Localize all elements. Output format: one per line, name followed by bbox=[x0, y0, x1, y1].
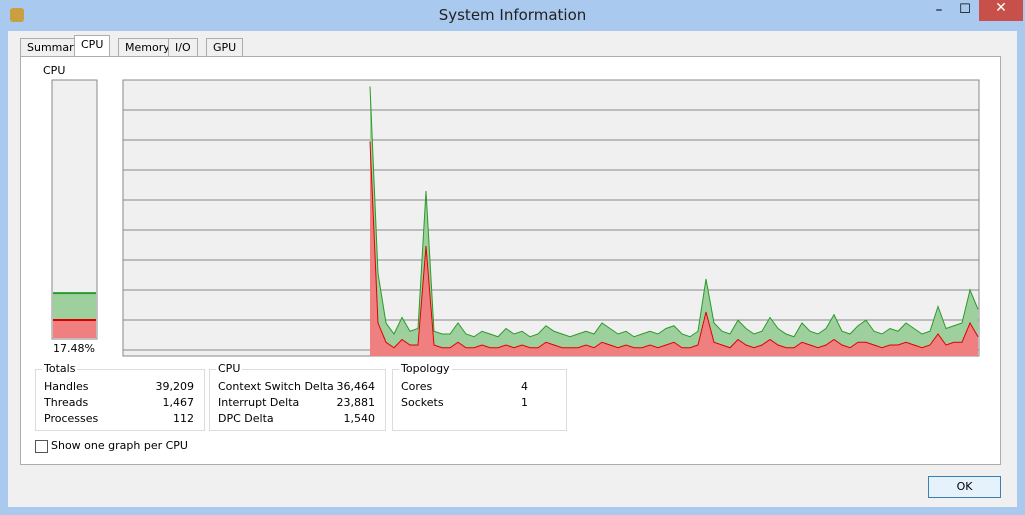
kernel-line bbox=[369, 141, 979, 349]
row-label: Handles bbox=[44, 380, 89, 393]
tab[interactable]: GPU bbox=[206, 38, 244, 56]
group-title: Topology bbox=[399, 362, 452, 375]
app-icon bbox=[10, 8, 24, 22]
row-value: 1,540 bbox=[343, 412, 376, 425]
meter-kernel bbox=[53, 320, 96, 338]
row-value: 4 bbox=[521, 380, 528, 393]
row-label: Threads bbox=[44, 396, 89, 409]
group-title: Totals bbox=[42, 362, 78, 375]
ok-button[interactable]: OK bbox=[928, 476, 1001, 498]
row-value: 1 bbox=[521, 396, 528, 409]
row-label: Context Switch Delta bbox=[218, 380, 334, 393]
row-value: 23,881 bbox=[336, 396, 376, 409]
row-value: 36,464 bbox=[336, 380, 376, 393]
group-box: Totals Handles 39,209 Threads 1,467 Processes… bbox=[35, 362, 205, 431]
window-title: System Information bbox=[438, 6, 587, 24]
row-label: DPC Delta bbox=[218, 412, 274, 425]
meter-label: CPU bbox=[43, 64, 66, 77]
row-value: 39,209 bbox=[155, 380, 195, 393]
row-label: Cores bbox=[401, 380, 433, 393]
group-box: CPU Context Switch Delta 36,464 Interrupt D… bbox=[209, 362, 386, 431]
client-area: Summary CPU Memory I/O GPU CPU 17.48% Totals… bbox=[8, 31, 1017, 507]
kernel-area bbox=[370, 141, 978, 356]
row-label: Interrupt Delta bbox=[218, 396, 300, 409]
group-box: Topology Cores 4 Sockets 1 bbox=[392, 362, 567, 431]
tab[interactable]: I/O bbox=[168, 38, 198, 56]
row-label: Sockets bbox=[401, 396, 444, 409]
row-value: 112 bbox=[173, 412, 194, 425]
close-button[interactable]: ✕ bbox=[979, 0, 1023, 21]
tab-panel: CPU 17.48% Totals Handles 39,209 Threads 1,4… bbox=[20, 56, 1001, 465]
minimize-button[interactable]: – bbox=[935, 2, 943, 18]
graph-frame bbox=[122, 79, 980, 357]
row-label: Processes bbox=[44, 412, 99, 425]
tab[interactable]: CPU bbox=[74, 35, 111, 57]
row-value: 1,467 bbox=[162, 396, 195, 409]
total-line bbox=[369, 86, 979, 338]
tab[interactable]: Summary bbox=[20, 38, 88, 56]
graphs bbox=[51, 79, 980, 357]
maximize-button[interactable]: ☐ bbox=[959, 2, 971, 17]
checkbox-label: Show one graph per CPU bbox=[51, 439, 188, 452]
group-title: CPU bbox=[216, 362, 243, 375]
meter-value: 17.48% bbox=[53, 342, 95, 355]
checkbox[interactable] bbox=[35, 440, 48, 453]
